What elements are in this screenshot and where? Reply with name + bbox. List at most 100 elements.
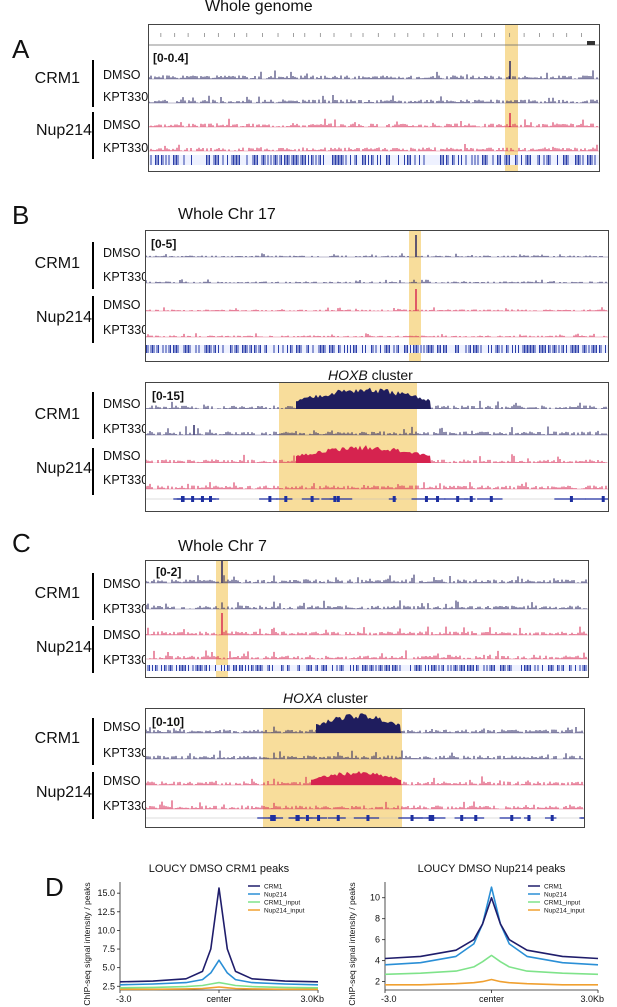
panel-c-gene-track (146, 665, 588, 671)
panel-c-nup214-label: Nup214 (35, 639, 92, 656)
panel-a-nup214-brace (92, 112, 94, 159)
panel-c-zoom-crm1-brace (92, 718, 94, 765)
chart-ylabel: ChIP-seq signal intensity / peaks (347, 882, 357, 1005)
panel-b-crm1-kpt-label: KPT330 (103, 270, 149, 284)
panel-b-zoom-track-nup214-dmso (146, 445, 608, 463)
legend-label: CRM1_input (264, 900, 300, 907)
panel-c-zoom-browser: [0-10] (145, 708, 585, 828)
panel-b-zoom-browser: [0-15] (145, 382, 609, 512)
panel-c-zoom-nup214-brace (92, 772, 94, 819)
panel-a-scale: [0-0.4] (153, 51, 189, 65)
y-tick-label: 10.0 (97, 925, 115, 935)
y-tick-label: 8 (375, 914, 380, 924)
panel-a-crm1-kpt-label: KPT330 (103, 90, 149, 104)
panel-c-scale: [0-2] (156, 565, 182, 579)
series-line-nup214_input (120, 986, 318, 991)
panel-d-chart-crm1-peaks: LOUCY DMSO CRM1 peaks ChIP-seq signal int… (82, 863, 324, 1006)
panel-a-ruler (149, 33, 599, 46)
panel-c-zoom-nup214-label: Nup214 (35, 784, 92, 801)
panel-c-zoom-crm1-label: CRM1 (34, 730, 80, 747)
legend-label: CRM1 (264, 884, 283, 891)
panel-b-zoom-gene-track (146, 496, 608, 502)
panel-c-track-crm1-kpt (146, 600, 588, 610)
y-tick-label: 15.0 (97, 888, 115, 898)
panel-a-track-nup214-kpt (149, 144, 599, 152)
x-tick-label: center (479, 994, 504, 1004)
chart-ylabel: ChIP-seq signal intensity / peaks (82, 882, 92, 1005)
panel-c-zoom-gene-track (146, 815, 584, 821)
panel-c-crm1-label: CRM1 (34, 585, 80, 602)
panel-c-nup214-dmso-label: DMSO (103, 628, 141, 642)
panel-c-zoom-crm1-kpt-label: KPT330 (103, 746, 149, 760)
panel-a-highlight (505, 25, 518, 171)
panel-c-nup214-kpt-label: KPT330 (103, 653, 149, 667)
series-line-crm1 (384, 896, 599, 960)
panel-b-crm1-label: CRM1 (34, 255, 80, 272)
panel-c-zoom-track-crm1-dmso (146, 713, 584, 734)
panel-b-zoom-crm1-dmso-label: DMSO (103, 397, 141, 411)
panel-letter-c: C (12, 528, 31, 558)
panel-b-zoom-nup214-label: Nup214 (35, 460, 92, 477)
panel-c-zoom-track-nup214-dmso (146, 771, 584, 786)
y-tick-label: 2 (375, 977, 380, 987)
panel-c-title: Whole Chr 7 (178, 538, 267, 555)
panel-b-zoom-nup214-brace (92, 448, 94, 495)
legend-label: Nup214 (544, 892, 567, 899)
legend-label: Nup214 (264, 892, 287, 899)
x-tick-label: center (206, 994, 231, 1004)
panel-b-gene-track (146, 345, 608, 353)
y-tick-label: 7.5 (102, 944, 115, 954)
panel-c-zoom-nup214-kpt-label: KPT330 (103, 799, 149, 813)
y-tick-label: 10 (370, 893, 380, 903)
panel-b-zoom-track-crm1-dmso (146, 387, 608, 409)
panel-letter-a: A (12, 34, 30, 64)
panel-c-crm1-dmso-label: DMSO (103, 577, 141, 591)
panel-letter-b: B (12, 200, 30, 230)
legend-label: CRM1 (544, 884, 563, 891)
series-line-crm1 (119, 887, 319, 983)
panel-d-chart-nup214-peaks: LOUCY DMSO Nup214 peaks ChIP-seq signal i… (347, 863, 604, 1006)
panel-b-zoom-nup214-kpt-label: KPT330 (103, 473, 149, 487)
chart-title: LOUCY DMSO Nup214 peaks (418, 863, 566, 875)
x-tick-label: 3.0Kb (300, 994, 324, 1004)
series-line-nup214 (119, 959, 319, 986)
panel-b-track-crm1-kpt (146, 279, 608, 284)
legend-label: CRM1_input (544, 900, 580, 907)
panel-c-browser: [0-2] (145, 560, 589, 678)
panel-b-nup214-brace (92, 296, 94, 343)
panel-b-nup214-dmso-label: DMSO (103, 298, 141, 312)
panel-a-crm1-dmso-label: DMSO (103, 68, 141, 82)
panel-b-zoom-crm1-kpt-label: KPT330 (103, 422, 149, 436)
panel-b-nup214-label: Nup214 (35, 309, 92, 326)
y-tick-label: 12.5 (97, 907, 115, 917)
panel-b-zoom-track-crm1-kpt (146, 425, 608, 436)
panel-a-nup214-kpt-label: KPT330 (103, 141, 149, 155)
panel-b-zoom-nup214-dmso-label: DMSO (103, 449, 141, 463)
panel-b-zoom-scale: [0-15] (152, 389, 185, 403)
panel-c-track-nup214-dmso (146, 613, 588, 636)
panel-b-track-crm1-dmso (146, 235, 608, 258)
panel-c-track-nup214-kpt (146, 650, 588, 660)
panel-c-zoom-nup214-dmso-label: DMSO (103, 774, 141, 788)
panel-b-zoom-crm1-label: CRM1 (34, 406, 80, 423)
series-line-crm1_input (384, 954, 599, 976)
panel-c-zoom-crm1-dmso-label: DMSO (103, 720, 141, 734)
panel-c-zoom-track-nup214-kpt (146, 800, 584, 810)
chart-title: LOUCY DMSO CRM1 peaks (149, 863, 290, 875)
panel-a-nup214-label: Nup214 (35, 122, 92, 139)
panel-b-highlight (409, 231, 421, 361)
panel-c-nup214-brace (92, 626, 94, 673)
panel-b-zoom-crm1-brace (92, 392, 94, 439)
y-tick-label: 5.0 (102, 963, 115, 973)
panel-a-crm1-label: CRM1 (34, 70, 80, 87)
panel-c-zoom-title: HOXA cluster (283, 690, 368, 706)
y-tick-label: 2.5 (102, 981, 115, 991)
panel-b-nup214-kpt-label: KPT330 (103, 323, 149, 337)
x-tick-label: -3.0 (381, 994, 397, 1004)
series-line-nup214_input (385, 978, 598, 986)
panel-b-title: Whole Chr 17 (178, 206, 276, 223)
y-tick-label: 6 (375, 935, 380, 945)
panel-b-scale: [0-5] (151, 237, 177, 251)
series-line-crm1_input (119, 981, 319, 989)
y-tick-label: 4 (375, 956, 380, 966)
